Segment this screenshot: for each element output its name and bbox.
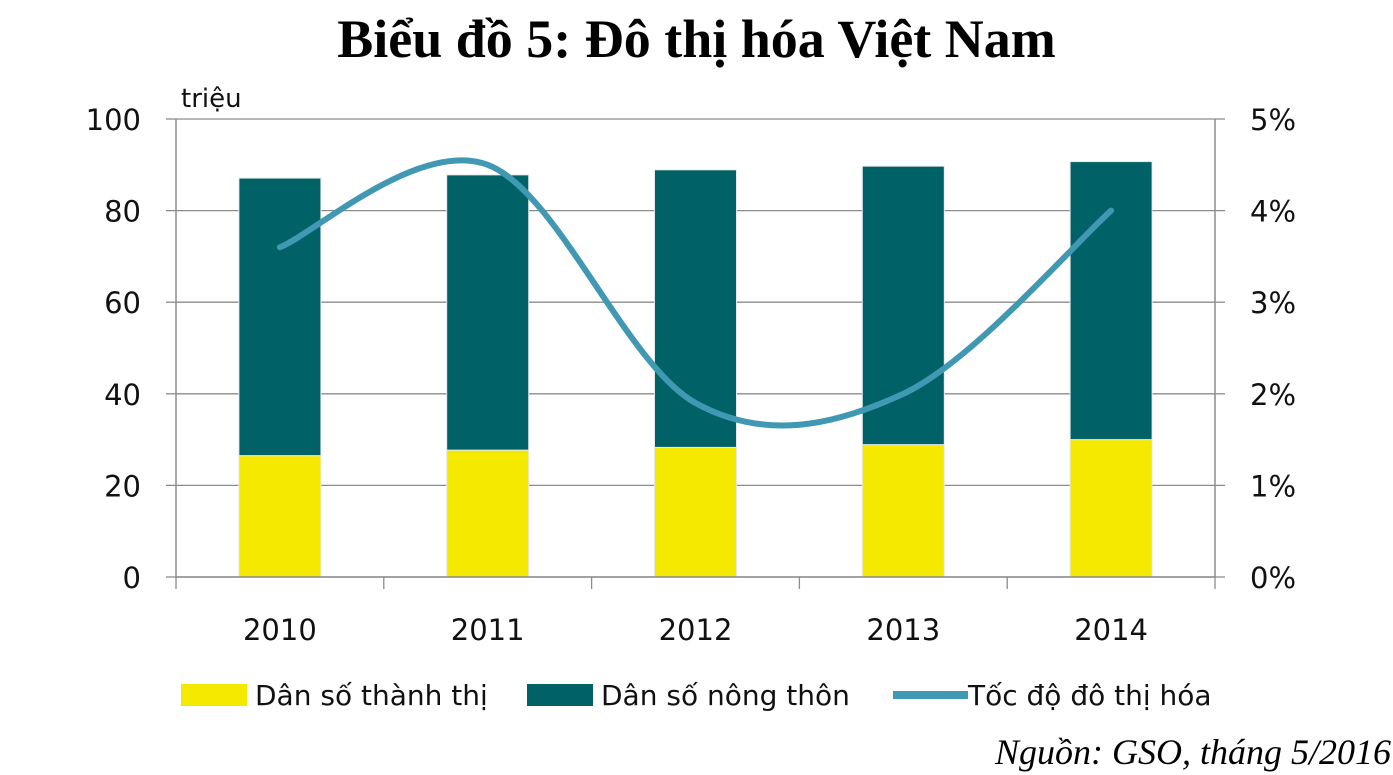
y-right-tick-label: 4%: [1250, 195, 1296, 229]
y-left-tick-label: 20: [104, 469, 141, 503]
y-right-tick-label: 0%: [1250, 561, 1296, 595]
bar-rural-2013: [861, 165, 945, 446]
x-tick-label: 2014: [1074, 613, 1148, 647]
axes: 0 20 40 60 80 100 0% 1% 2% 3% 4% 5% triệu 2010 2011 201…: [86, 84, 1296, 647]
y-left-tick-label: 80: [104, 195, 141, 229]
y-left-tick-label: 40: [104, 378, 141, 412]
legend-label-rural: Dân số nông thôn: [601, 679, 850, 712]
bars: [238, 161, 1153, 578]
x-tick-label: 2013: [866, 613, 940, 647]
bar-urban-2011: [446, 449, 530, 578]
y-right-tick-label: 2%: [1250, 378, 1296, 412]
bar-urban-2012: [654, 446, 737, 578]
x-tick-label: 2012: [659, 613, 733, 647]
bar-urban-2010: [238, 455, 322, 578]
y-right-tick-label: 1%: [1250, 469, 1296, 503]
y-right-tick-label: 5%: [1250, 103, 1296, 137]
y-left-tick-label: 100: [86, 103, 141, 137]
legend-label-rate: Tốc độ đô thị hóa: [967, 679, 1212, 712]
x-tick-label: 2011: [451, 613, 525, 647]
y-left-tick-label: 60: [104, 286, 141, 320]
legend: Dân số thành thị Dân số nông thôn Tốc độ đ…: [181, 679, 1212, 712]
rate-line-path: [276, 157, 1115, 429]
bar-rural-2014: [1069, 161, 1153, 441]
y-right-tick-label: 3%: [1250, 286, 1296, 320]
legend-swatch-rural: [527, 684, 593, 706]
x-tick-label: 2010: [243, 613, 317, 647]
source-note: Nguồn: GSO, tháng 5/2016: [995, 732, 1391, 772]
y-left-axis-label: triệu: [181, 84, 242, 114]
chart-title: Biểu đồ 5: Đô thị hóa Việt Nam: [337, 9, 1056, 69]
legend-swatch-urban: [181, 684, 247, 706]
legend-label-urban: Dân số thành thị: [255, 679, 488, 712]
bar-urban-2013: [861, 444, 945, 578]
bar-rural-2010: [238, 177, 322, 457]
y-left-tick-label: 0: [123, 561, 141, 595]
bar-urban-2014: [1069, 439, 1153, 578]
rate-line: [276, 157, 1115, 429]
bar-rural-2011: [446, 174, 530, 451]
